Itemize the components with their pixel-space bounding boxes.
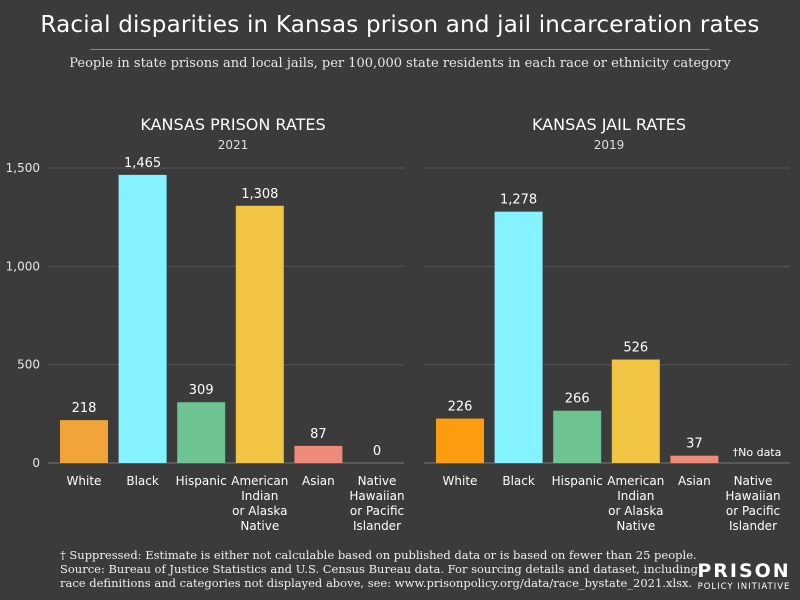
- bar: [553, 410, 602, 463]
- title-divider: [90, 49, 710, 50]
- data-label: 87: [310, 427, 327, 442]
- category-label: Islander: [353, 519, 401, 533]
- category-label: Native: [734, 474, 773, 488]
- prison-policy-logo: PRISON POLICY INITIATIVE: [696, 560, 792, 593]
- category-label: Indian: [617, 489, 654, 503]
- bar: [670, 455, 719, 463]
- data-label: 1,465: [124, 156, 161, 171]
- data-label: 218: [72, 401, 97, 416]
- footnote-line-3: race definitions and categories not disp…: [60, 576, 693, 590]
- category-label: American: [607, 474, 664, 488]
- data-label: 1,308: [241, 187, 278, 202]
- category-label: Black: [126, 474, 159, 488]
- logo-main-text: PRISON: [697, 560, 791, 582]
- category-label: or Pacific: [726, 504, 780, 518]
- bar: [611, 359, 660, 463]
- bar: [494, 211, 543, 463]
- data-label: 526: [623, 341, 648, 356]
- y-tick-label: 1,000: [6, 259, 40, 273]
- bar: [294, 445, 343, 463]
- category-label: Hispanic: [552, 474, 603, 488]
- category-label: Native: [358, 474, 397, 488]
- y-tick-label: 0: [32, 456, 40, 470]
- bar: [235, 205, 284, 463]
- panel-year: 2019: [594, 138, 625, 152]
- panel-title: KANSAS JAIL RATES: [532, 115, 686, 134]
- category-label: Hispanic: [176, 474, 227, 488]
- category-label: Islander: [729, 519, 777, 533]
- category-label: Native: [616, 519, 655, 533]
- category-label: White: [67, 474, 102, 488]
- category-label: Native: [240, 519, 279, 533]
- data-label: 1,278: [500, 193, 537, 208]
- bar: [118, 174, 167, 463]
- footnote-line-2: Source: Bureau of Justice Statistics and…: [60, 562, 698, 576]
- y-tick-label: 500: [17, 358, 40, 372]
- bar: [60, 420, 108, 463]
- data-label: †No data: [733, 446, 782, 459]
- data-label: 0: [373, 444, 381, 459]
- category-label: or Pacific: [350, 504, 404, 518]
- chart-title: Racial disparities in Kansas prison and …: [40, 12, 760, 38]
- category-label: or Alaska: [232, 504, 287, 518]
- category-label: Asian: [302, 474, 335, 488]
- category-label: Indian: [241, 489, 278, 503]
- bar: [177, 402, 226, 463]
- category-label: White: [443, 474, 478, 488]
- bar: [436, 418, 484, 463]
- category-label: or Alaska: [608, 504, 663, 518]
- panel-title: KANSAS PRISON RATES: [140, 115, 325, 134]
- category-label: Hawaiian: [725, 489, 780, 503]
- chart-subtitle: People in state prisons and local jails,…: [69, 56, 731, 71]
- panel-year: 2021: [218, 138, 249, 152]
- category-label: American: [231, 474, 288, 488]
- category-label: Hawaiian: [349, 489, 404, 503]
- footnote: † Suppressed: Estimate is either not cal…: [60, 548, 700, 590]
- y-tick-label: 1,500: [6, 161, 40, 175]
- category-label: Black: [502, 474, 535, 488]
- category-label: Asian: [678, 474, 711, 488]
- data-label: 266: [565, 392, 590, 407]
- logo-sub-text: POLICY INITIATIVE: [697, 582, 791, 592]
- data-label: 37: [686, 437, 703, 452]
- data-label: 226: [448, 400, 473, 415]
- footnote-line-1: † Suppressed: Estimate is either not cal…: [60, 548, 697, 562]
- data-label: 309: [189, 383, 214, 398]
